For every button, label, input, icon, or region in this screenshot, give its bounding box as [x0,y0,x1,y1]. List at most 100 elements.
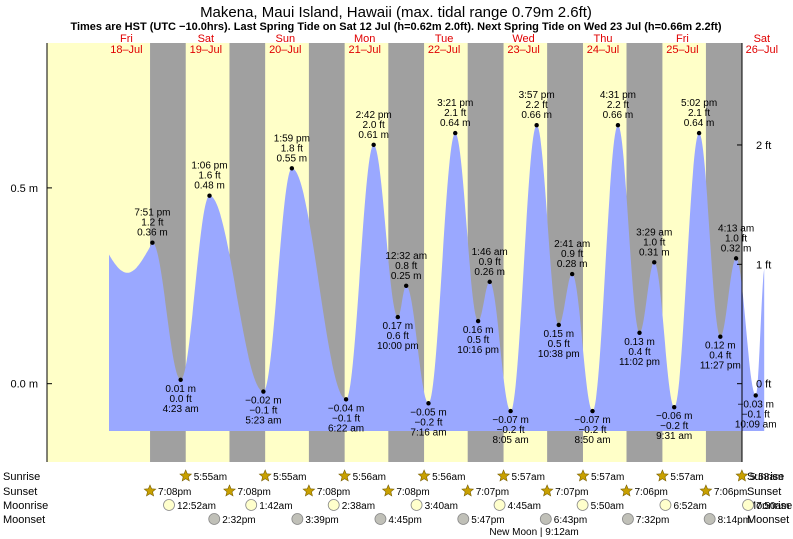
day-name: Thu [594,33,613,45]
sunset-time: 7:08pm [396,487,429,498]
tide-height-ft: −0.1 ft [332,413,360,424]
moonrise-icon [327,499,340,511]
tide-time: 9:31 am [656,431,692,442]
tide-point [718,334,723,339]
tide-height-ft: 0.0 ft [170,394,192,405]
tide-height-ft: −0.2 ft [578,425,606,436]
moonrise-icon [410,499,423,511]
moonset-time: 5:47pm [471,515,504,526]
tide-height-m: 0.55 m [277,153,308,164]
tide-height-m: −0.07 m [574,415,610,426]
moonset-time: 4:45pm [388,515,421,526]
day-date: 24–Jul [587,44,619,56]
moonset-icon [539,513,552,525]
moonset-time: 3:39pm [305,515,338,526]
moonrise-time: 3:40am [425,501,458,512]
sun-icon [302,484,316,497]
moonrise-time: 2:38am [342,501,375,512]
sun-icon [540,484,554,497]
day-name: Sat [198,33,215,45]
tide-height-m: 0.25 m [391,271,422,282]
tide-height-m: 0.66 m [603,110,634,121]
tide-height-ft: 0.4 ft [628,347,650,358]
sunrise-time: 5:57am [512,472,545,483]
tide-point [733,256,739,261]
tide-height-ft: 1.8 ft [281,143,303,154]
tide-height-ft: 0.4 ft [709,351,731,362]
y-axes: 0.0 m 0.5 m 0 ft 1 ft 2 ft [10,43,771,462]
tide-point [753,393,758,398]
tide-height-ft: 1.0 ft [643,237,665,248]
tide-height-m: 0.01 m [165,384,196,395]
tide-point [637,330,642,335]
tide-time: 8:50 am [574,435,610,446]
tide-time: 2:41 am [554,239,590,250]
moonrise-time: 7:50am [756,501,789,512]
tide-time: 3:21 pm [437,98,473,109]
day-name: Sun [275,33,295,45]
sun-icon [258,469,272,482]
tide-time: 8:05 am [493,435,529,446]
tide-height-ft: −0.1 ft [249,406,277,417]
sun-icon [461,484,475,497]
tide-point [508,408,513,414]
tide-time: 10:16 pm [457,345,499,356]
tide-time: 10:38 pm [538,349,580,360]
tide-time: 11:02 pm [619,357,660,368]
moonrise-time: 1:42am [259,501,292,512]
sunrise-time: 5:56am [432,472,465,483]
tide-time: 1:46 am [472,247,508,258]
tide-point [178,377,183,382]
day-date: 22–Jul [428,44,460,56]
row-label-left: Moonrise [3,500,48,512]
tide-height-m: −0.06 m [656,411,692,422]
right-tick-label: 0 ft [756,379,771,391]
day-name: Mon [354,33,375,45]
moonset-time: 7:32pm [636,515,669,526]
tide-time: 4:13 am [718,223,754,234]
tide-height-ft: 0.9 ft [561,249,583,260]
moonrise-icon [576,499,589,511]
day-name: Fri [120,33,133,45]
tide-time: 5:23 am [245,416,281,427]
tide-height-ft: −0.2 ft [497,425,525,436]
sunset-time: 7:08pm [237,487,270,498]
sunset-time: 7:06pm [634,487,667,498]
tide-point [207,193,212,198]
tide-time: 7:16 am [410,427,446,438]
sunset-time: 7:07pm [476,487,509,498]
sunrise-time: 5:55am [194,472,227,483]
row-label-right: Moonset [747,514,789,526]
tide-point [487,279,492,285]
moonset-icon [291,513,304,525]
tide-height-m: 0.36 m [137,228,168,239]
tide-height-m: 0.32 m [721,243,752,254]
sunset-time: 7:08pm [158,487,191,498]
tide-point [343,397,349,402]
tide-height-m: 0.15 m [543,329,574,340]
tide-point [426,401,431,406]
tide-height-m: −0.02 m [245,396,281,407]
day-date: 26–Jul [746,44,778,56]
moonrise-icon [493,499,506,511]
tide-height-ft: 1.6 ft [198,171,220,182]
tide-height-ft: 0.5 ft [548,339,570,350]
sunrise-time: 5:57am [670,472,703,483]
tide-time: 4:31 pm [600,90,636,101]
right-tick-label: 1 ft [756,259,771,271]
tide-height-m: −0.05 m [410,407,446,418]
tide-point [453,130,458,136]
tide-time: 5:02 pm [681,98,717,109]
row-label-left: Sunrise [3,471,40,483]
sunset-time: 7:08pm [317,487,350,498]
tide-labels: 7:51 pm1.2 ft0.36 m 0.01 m0.0 ft4:23 am 1:… [134,90,776,446]
tide-point [403,283,409,288]
tide-point [590,408,595,414]
tide-point [289,166,295,171]
moonset-time: 8:14pm [718,515,751,526]
day-labels: Fri18–JulSat19–JulSun20–JulMon21–JulTue2… [110,33,778,56]
sun-moon-rows: Sunrise Sunrise Sunset Sunset Moonrise Moonri… [3,469,792,526]
sunrise-time: 5:57am [591,472,624,483]
sun-icon [143,484,157,497]
